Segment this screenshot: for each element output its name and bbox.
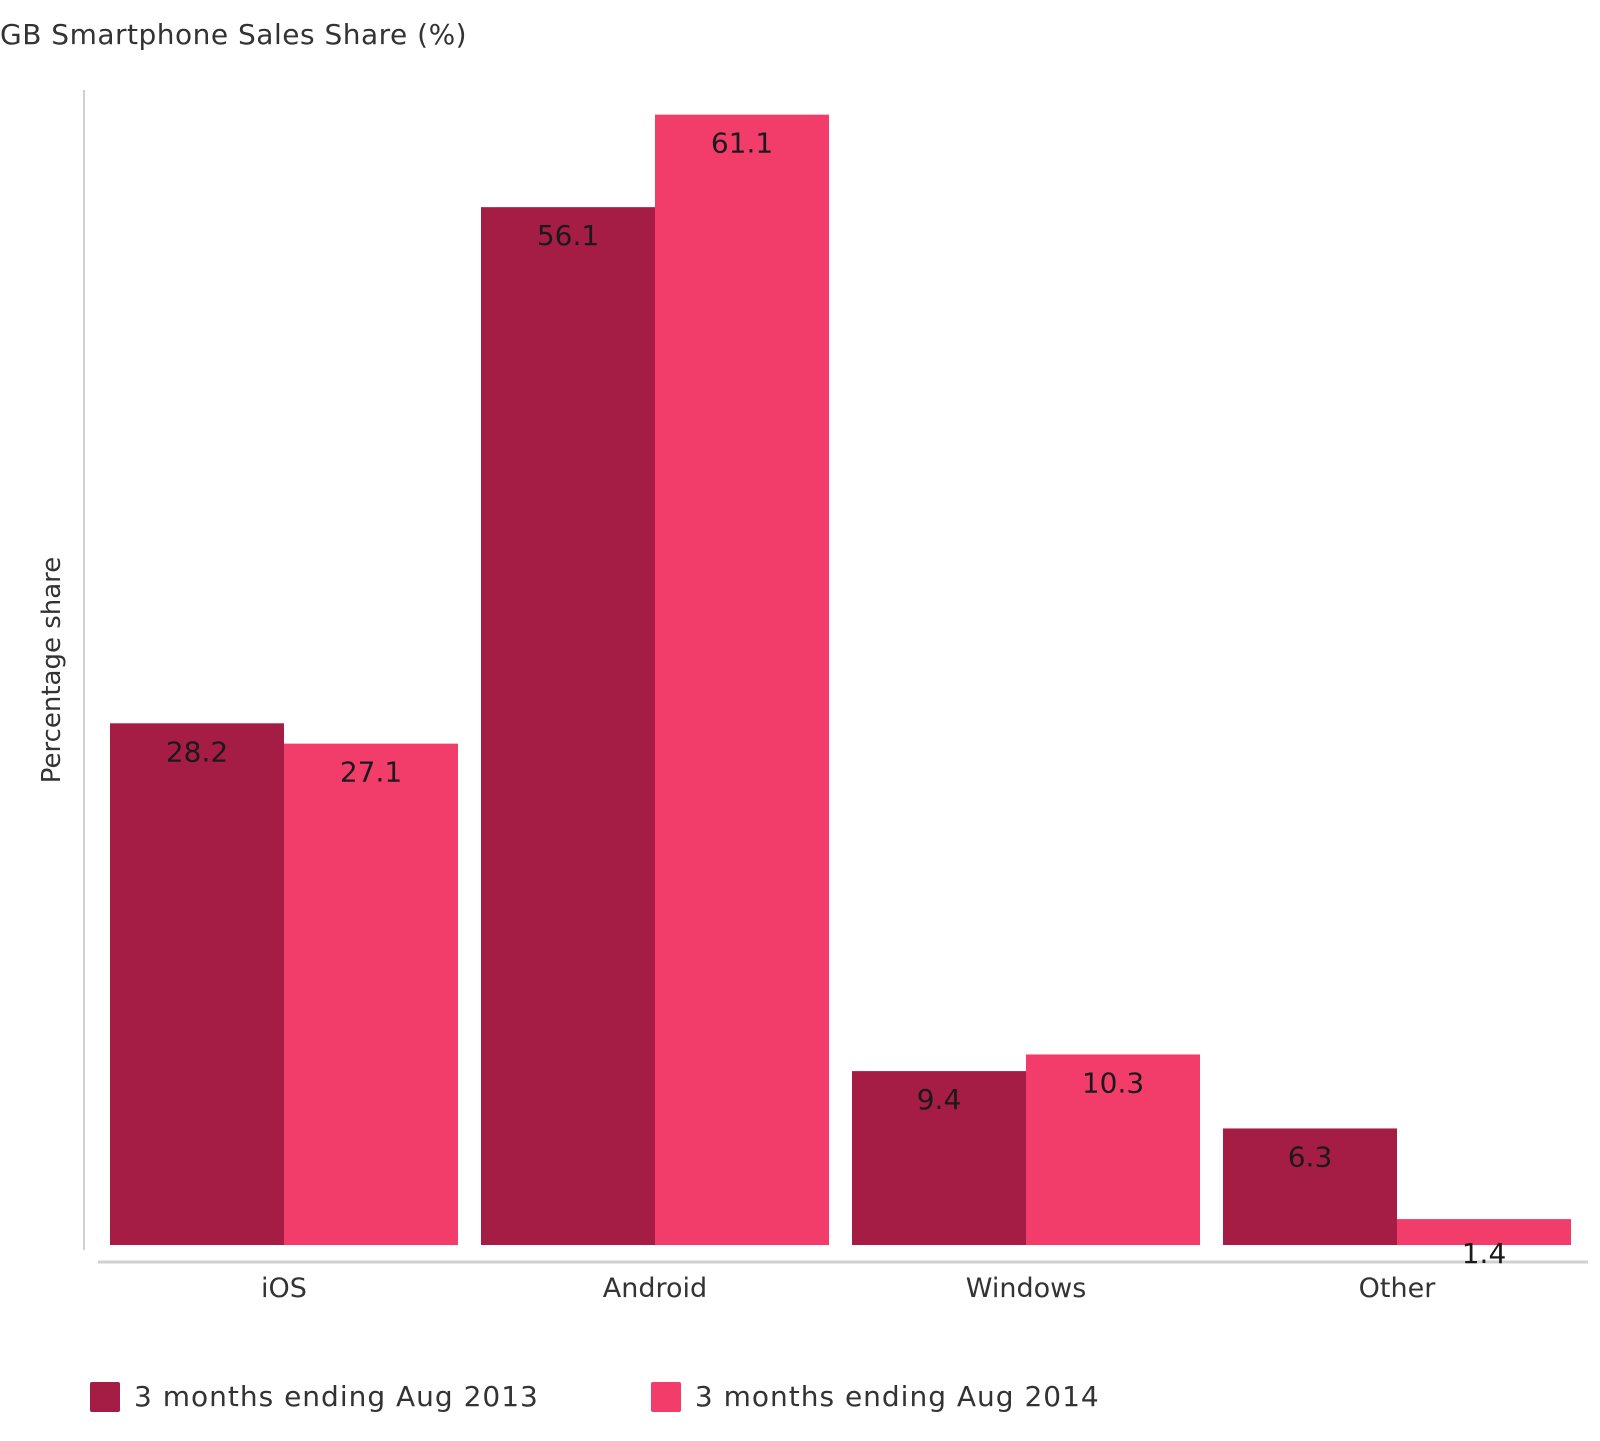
bar-ios-2014[interactable] — [284, 743, 458, 1245]
category-label-other: Other — [1359, 1273, 1437, 1304]
legend-label-2014: 3 months ending Aug 2014 — [694, 1380, 1100, 1413]
category-label-android: Android — [603, 1273, 707, 1304]
bar-android-2013[interactable] — [481, 207, 655, 1245]
legend-swatch-2013 — [90, 1381, 120, 1412]
value-label-other-2013: 6.3 — [1288, 1140, 1333, 1173]
bar-windows-2014[interactable] — [1026, 1054, 1200, 1245]
legend-swatch-2014 — [650, 1381, 681, 1412]
value-label-other-2014: 1.4 — [1462, 1237, 1507, 1270]
legend-label-2013: 3 months ending Aug 2013 — [134, 1380, 539, 1413]
value-label-android-2013: 56.1 — [537, 219, 599, 252]
value-label-android-2014: 61.1 — [711, 127, 773, 160]
bar-other-2014[interactable] — [1397, 1219, 1571, 1245]
value-label-ios-2014: 27.1 — [340, 756, 402, 789]
chart-title: GB Smartphone Sales Share (%) — [0, 18, 468, 51]
value-label-windows-2014: 10.3 — [1082, 1066, 1144, 1099]
value-label-windows-2013: 9.4 — [917, 1083, 962, 1116]
bar-other-2013[interactable] — [1223, 1128, 1397, 1245]
bar-chart: Percentage share 28.2 27.1 iOS 56.1 61.1 Andro… — [37, 90, 1588, 1304]
y-axis-label: Percentage share — [37, 557, 67, 784]
legend: 3 months ending Aug 2013 3 months ending… — [90, 1380, 1212, 1413]
category-label-ios: iOS — [261, 1273, 307, 1304]
bar-ios-2013[interactable] — [110, 723, 284, 1245]
bar-windows-2013[interactable] — [852, 1071, 1026, 1245]
value-label-ios-2013: 28.2 — [166, 735, 228, 768]
category-label-windows: Windows — [966, 1273, 1087, 1304]
bar-android-2014[interactable] — [655, 114, 829, 1245]
legend-item-2014[interactable]: 3 months ending Aug 2014 — [650, 1380, 1100, 1413]
legend-item-2013[interactable]: 3 months ending Aug 2013 — [90, 1380, 539, 1413]
